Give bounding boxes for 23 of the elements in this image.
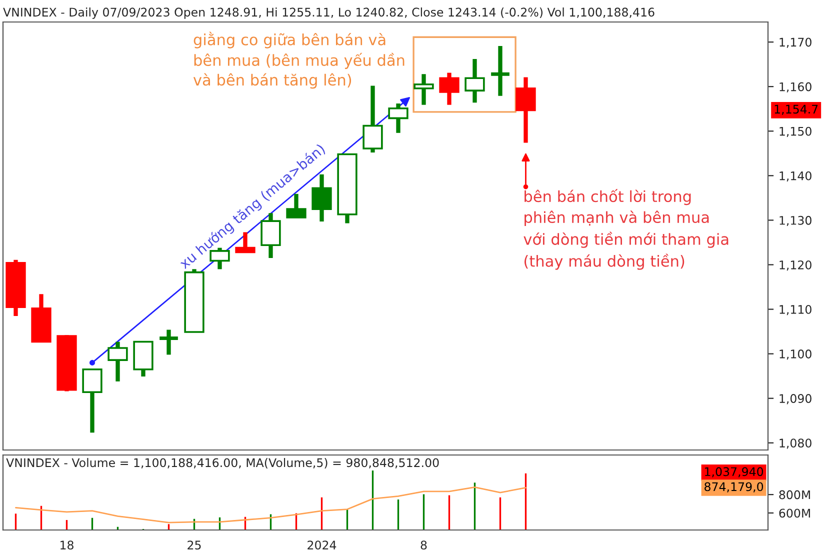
y-tick-label: 1,150 (780, 126, 812, 137)
y-tick-label: 1,140 (780, 171, 812, 182)
x-tick-label: 25 (188, 540, 201, 550)
text: 1,154.7 (774, 104, 818, 115)
y-tick-label: 1,120 (780, 260, 812, 271)
chart-title: VNINDEX - Volume = 1,100,188,416.00, MA(Volume,5) = 980,848,512.00 (6, 458, 439, 469)
x-tick-label: 2024 (308, 540, 336, 550)
annotation: 874,179,0 (704, 482, 764, 492)
y-tick-label: 600M (779, 508, 810, 518)
y-tick-label: 1,160 (780, 82, 812, 92)
x-tick-label: 8 (420, 540, 427, 550)
y-tick-label: 1,080 (780, 438, 812, 449)
y-tick-label: 1,090 (780, 394, 812, 404)
y-tick-label: 1,100 (780, 350, 812, 360)
annotation: bên bán chốt lời trong phiên mạnh và bên mua với dòng tiền mới tham gia (thay máu dòng tiền) (524, 189, 728, 270)
y-tick-label: 1,130 (780, 216, 812, 226)
y-tick-label: 1,170 (780, 38, 812, 48)
annotation: giằng co giữa bên bán và bên mua (bên mua yếu dần và bên bán tăng lên) (193, 32, 404, 89)
chart-title: VNINDEX - Daily 07/09/2023 Open 1248.91, Hi 1255.11, Lo 1240.82, Close 1243.14 (-0.2%) Vol 1,100,188,416 (3, 7, 654, 19)
x-tick-label: 18 (60, 540, 74, 550)
y-tick-label: 1,110 (780, 304, 812, 316)
y-tick-label: 800M (779, 490, 810, 500)
annotation: 1,037,940 (705, 467, 764, 478)
